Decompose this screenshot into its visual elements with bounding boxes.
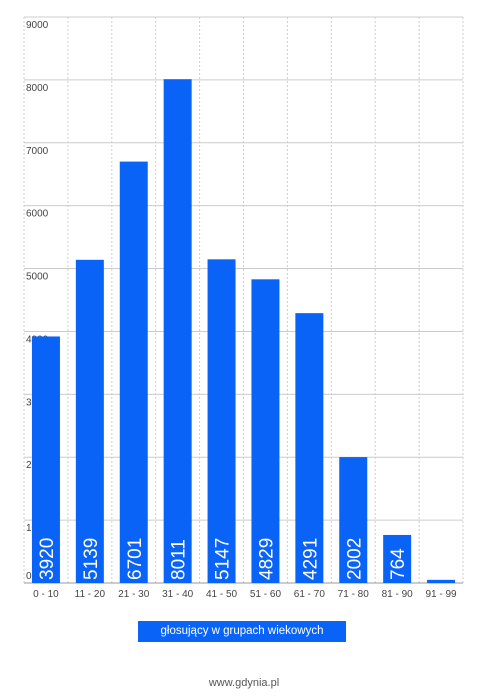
- y-tick-label: 9000: [26, 20, 49, 31]
- x-tick-label: 81 - 90: [382, 589, 414, 600]
- bar-chart: 0100020003000400050006000700080009000392…: [23, 16, 464, 600]
- bar-value-label: 3920: [37, 538, 58, 580]
- bar-value-label: 764: [388, 548, 409, 580]
- x-tick-label: 0 - 10: [33, 589, 59, 600]
- bar-value-label: 5147: [213, 538, 234, 580]
- y-tick-label: 7000: [26, 146, 49, 157]
- x-tick-label: 71 - 80: [338, 589, 370, 600]
- bar-value-label: 2002: [344, 538, 365, 580]
- bar: [295, 313, 324, 583]
- y-tick-label: 6000: [26, 209, 49, 220]
- x-tick-label: 51 - 60: [250, 589, 282, 600]
- bar: [207, 259, 236, 583]
- x-tick-label: 31 - 40: [162, 589, 194, 600]
- x-tick-label: 11 - 20: [75, 589, 106, 600]
- bar: [163, 79, 192, 583]
- bar: [339, 457, 368, 583]
- bar: [251, 279, 280, 583]
- bar-value-label: 4829: [256, 538, 277, 580]
- bar-value-label: 5139: [81, 538, 102, 580]
- bar-value-label: 6701: [125, 538, 146, 580]
- bar: [119, 161, 148, 584]
- y-tick-label: 8000: [26, 83, 49, 94]
- y-tick-label: 0: [26, 571, 32, 582]
- bar: [75, 259, 104, 583]
- bar-value-label: 8011: [169, 539, 190, 580]
- footer-url: www.gdynia.pl: [208, 677, 280, 689]
- bar: [31, 336, 60, 583]
- bar: [427, 579, 456, 583]
- bar-value-label: 4291: [300, 538, 321, 580]
- bar: [383, 534, 412, 583]
- legend-label: głosujący w grupach wiekowych: [138, 621, 346, 642]
- x-tick-label: 61 - 70: [294, 589, 326, 600]
- x-tick-label: 41 - 50: [206, 589, 238, 600]
- x-tick-label: 21 - 30: [118, 589, 150, 600]
- y-tick-label: 5000: [26, 272, 49, 283]
- x-tick-label: 91 - 99: [425, 589, 457, 600]
- chart-area: 0100020003000400050006000700080009000392…: [23, 16, 464, 600]
